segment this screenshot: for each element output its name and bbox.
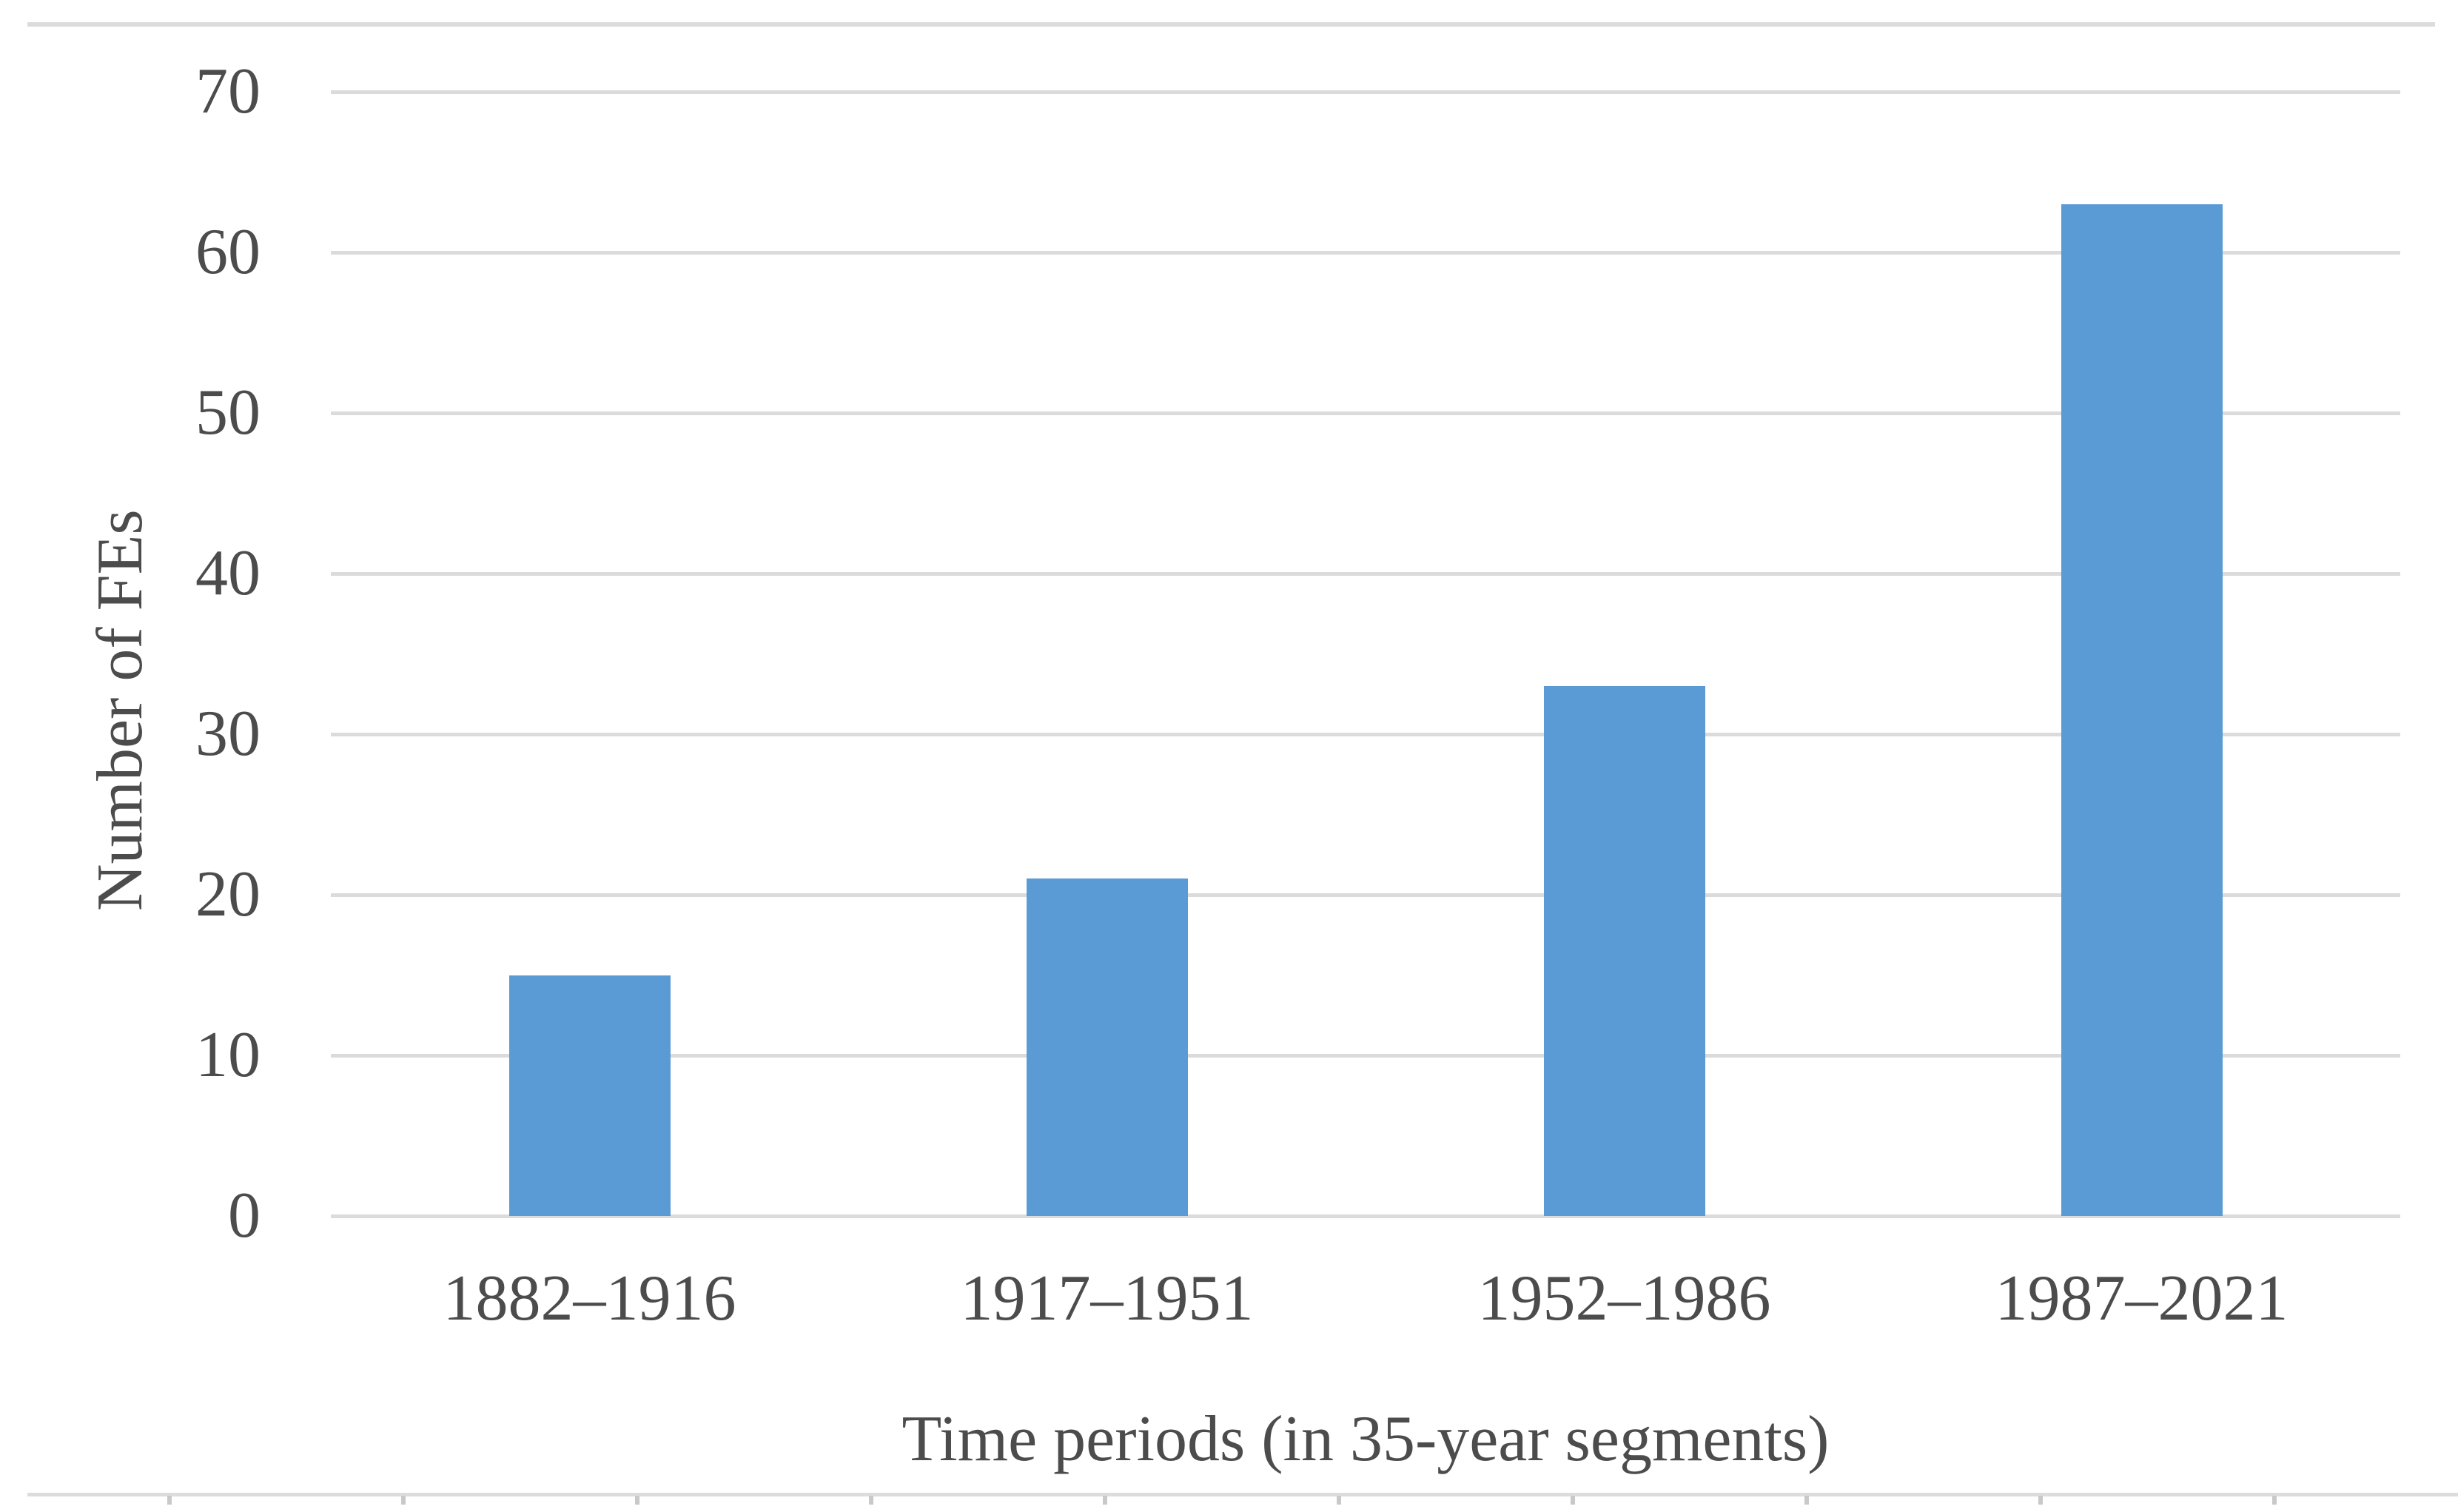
gridline (331, 1054, 2400, 1058)
page-bottom-tick (2272, 1496, 2277, 1505)
gridline (331, 733, 2400, 736)
y-tick-label: 50 (195, 377, 261, 448)
y-tick-label: 60 (195, 216, 261, 288)
x-category-label: 1952–1986 (1477, 1263, 1771, 1334)
bar-1952–1986 (1543, 685, 1705, 1216)
page-bottom-tick (167, 1496, 172, 1505)
page-top-border-line (27, 22, 2435, 27)
y-tick-label: 30 (195, 698, 261, 770)
page-bottom-border-line (27, 1493, 2458, 1496)
page-bottom-tick (401, 1496, 406, 1505)
page-bottom-tick (1804, 1496, 1809, 1505)
y-tick-label: 0 (228, 1180, 261, 1251)
y-tick-label: 20 (195, 859, 261, 930)
gridline (331, 251, 2400, 255)
plot-area (331, 90, 2400, 1218)
x-axis-baseline (331, 1214, 2400, 1218)
bar-1987–2021 (2061, 204, 2223, 1216)
x-axis-title: Time periods (in 35-year segments) (901, 1403, 1830, 1475)
x-category-label: 1882–1916 (443, 1263, 736, 1334)
page-bottom-tick (1103, 1496, 1107, 1505)
gridline (331, 90, 2400, 94)
gridline (331, 893, 2400, 897)
y-tick-label: 10 (195, 1019, 261, 1091)
gridline (331, 411, 2400, 415)
y-tick-label: 70 (195, 56, 261, 127)
page-bottom-tick (2038, 1496, 2043, 1505)
bar-1917–1951 (1026, 878, 1188, 1216)
gridline (331, 572, 2400, 576)
x-category-label: 1917–1951 (960, 1263, 1254, 1334)
x-category-label: 1987–2021 (1995, 1263, 2289, 1334)
page-bottom-tick (635, 1496, 639, 1505)
page-bottom-tick (1571, 1496, 1575, 1505)
page-bottom-tick (869, 1496, 873, 1505)
page-bottom-tick (1337, 1496, 1341, 1505)
y-tick-label: 40 (195, 537, 261, 609)
bar-1882–1916 (508, 975, 671, 1216)
